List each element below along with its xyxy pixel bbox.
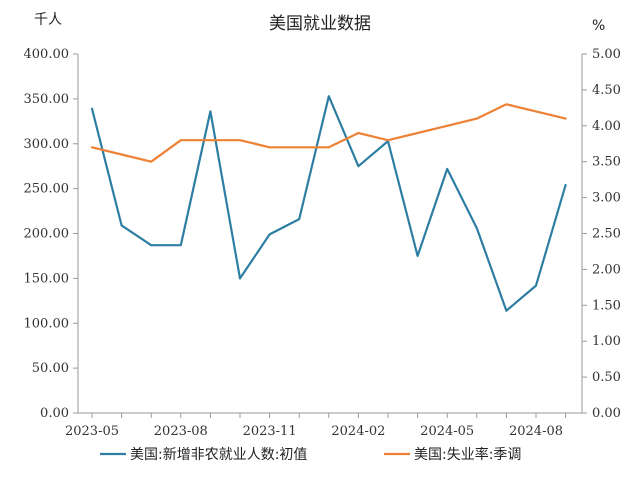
legend: 美国:新增非农就业人数:初值 美国:失业率:季调 — [100, 446, 521, 463]
right-tick-label: 0.00 — [592, 406, 621, 421]
left-tick-label: 0.00 — [40, 406, 69, 421]
left-tick-label: 350.00 — [24, 92, 70, 107]
left-axis-unit: 千人 — [34, 12, 62, 28]
right-tick-label: 1.00 — [592, 334, 621, 349]
right-tick-label: 4.00 — [592, 119, 621, 134]
right-tick-label: 5.00 — [592, 47, 621, 62]
x-tick-label: 2023-05 — [65, 424, 119, 439]
right-tick-label: 4.50 — [592, 83, 621, 98]
x-tick-label: 2024-08 — [509, 424, 563, 439]
x-tick-label: 2024-05 — [420, 424, 474, 439]
x-tick-label: 2024-02 — [331, 424, 385, 439]
left-tick-label: 200.00 — [24, 227, 70, 242]
right-tick-label: 2.00 — [592, 262, 621, 277]
right-tick-label: 3.50 — [592, 155, 621, 170]
legend-label: 美国:失业率:季调 — [414, 446, 521, 463]
nonfarm-payrolls-line — [90, 95, 567, 312]
left-tick-label: 400.00 — [24, 47, 70, 62]
right-tick-label: 2.50 — [592, 227, 621, 242]
axes: 0.00 50.00 100.00 150.00 200.00 250.00 300.00 3… — [24, 47, 621, 439]
left-tick-label: 250.00 — [24, 182, 70, 197]
x-tick-label: 2023-08 — [154, 424, 208, 439]
left-tick-label: 300.00 — [24, 137, 70, 152]
x-tick-label: 2023-11 — [243, 424, 297, 439]
right-tick-label: 3.00 — [592, 191, 621, 206]
right-tick-label: 0.50 — [592, 370, 621, 385]
right-tick-label: 1.50 — [592, 298, 621, 313]
legend-label: 美国:新增非农就业人数:初值 — [130, 446, 307, 463]
chart-title: 美国就业数据 — [269, 14, 371, 34]
right-axis-unit: % — [592, 18, 605, 34]
unemployment-rate-line — [90, 103, 567, 163]
left-tick-label: 100.00 — [24, 316, 70, 331]
left-tick-label: 50.00 — [32, 361, 69, 376]
left-tick-label: 150.00 — [24, 271, 70, 286]
series-lines — [90, 95, 567, 312]
